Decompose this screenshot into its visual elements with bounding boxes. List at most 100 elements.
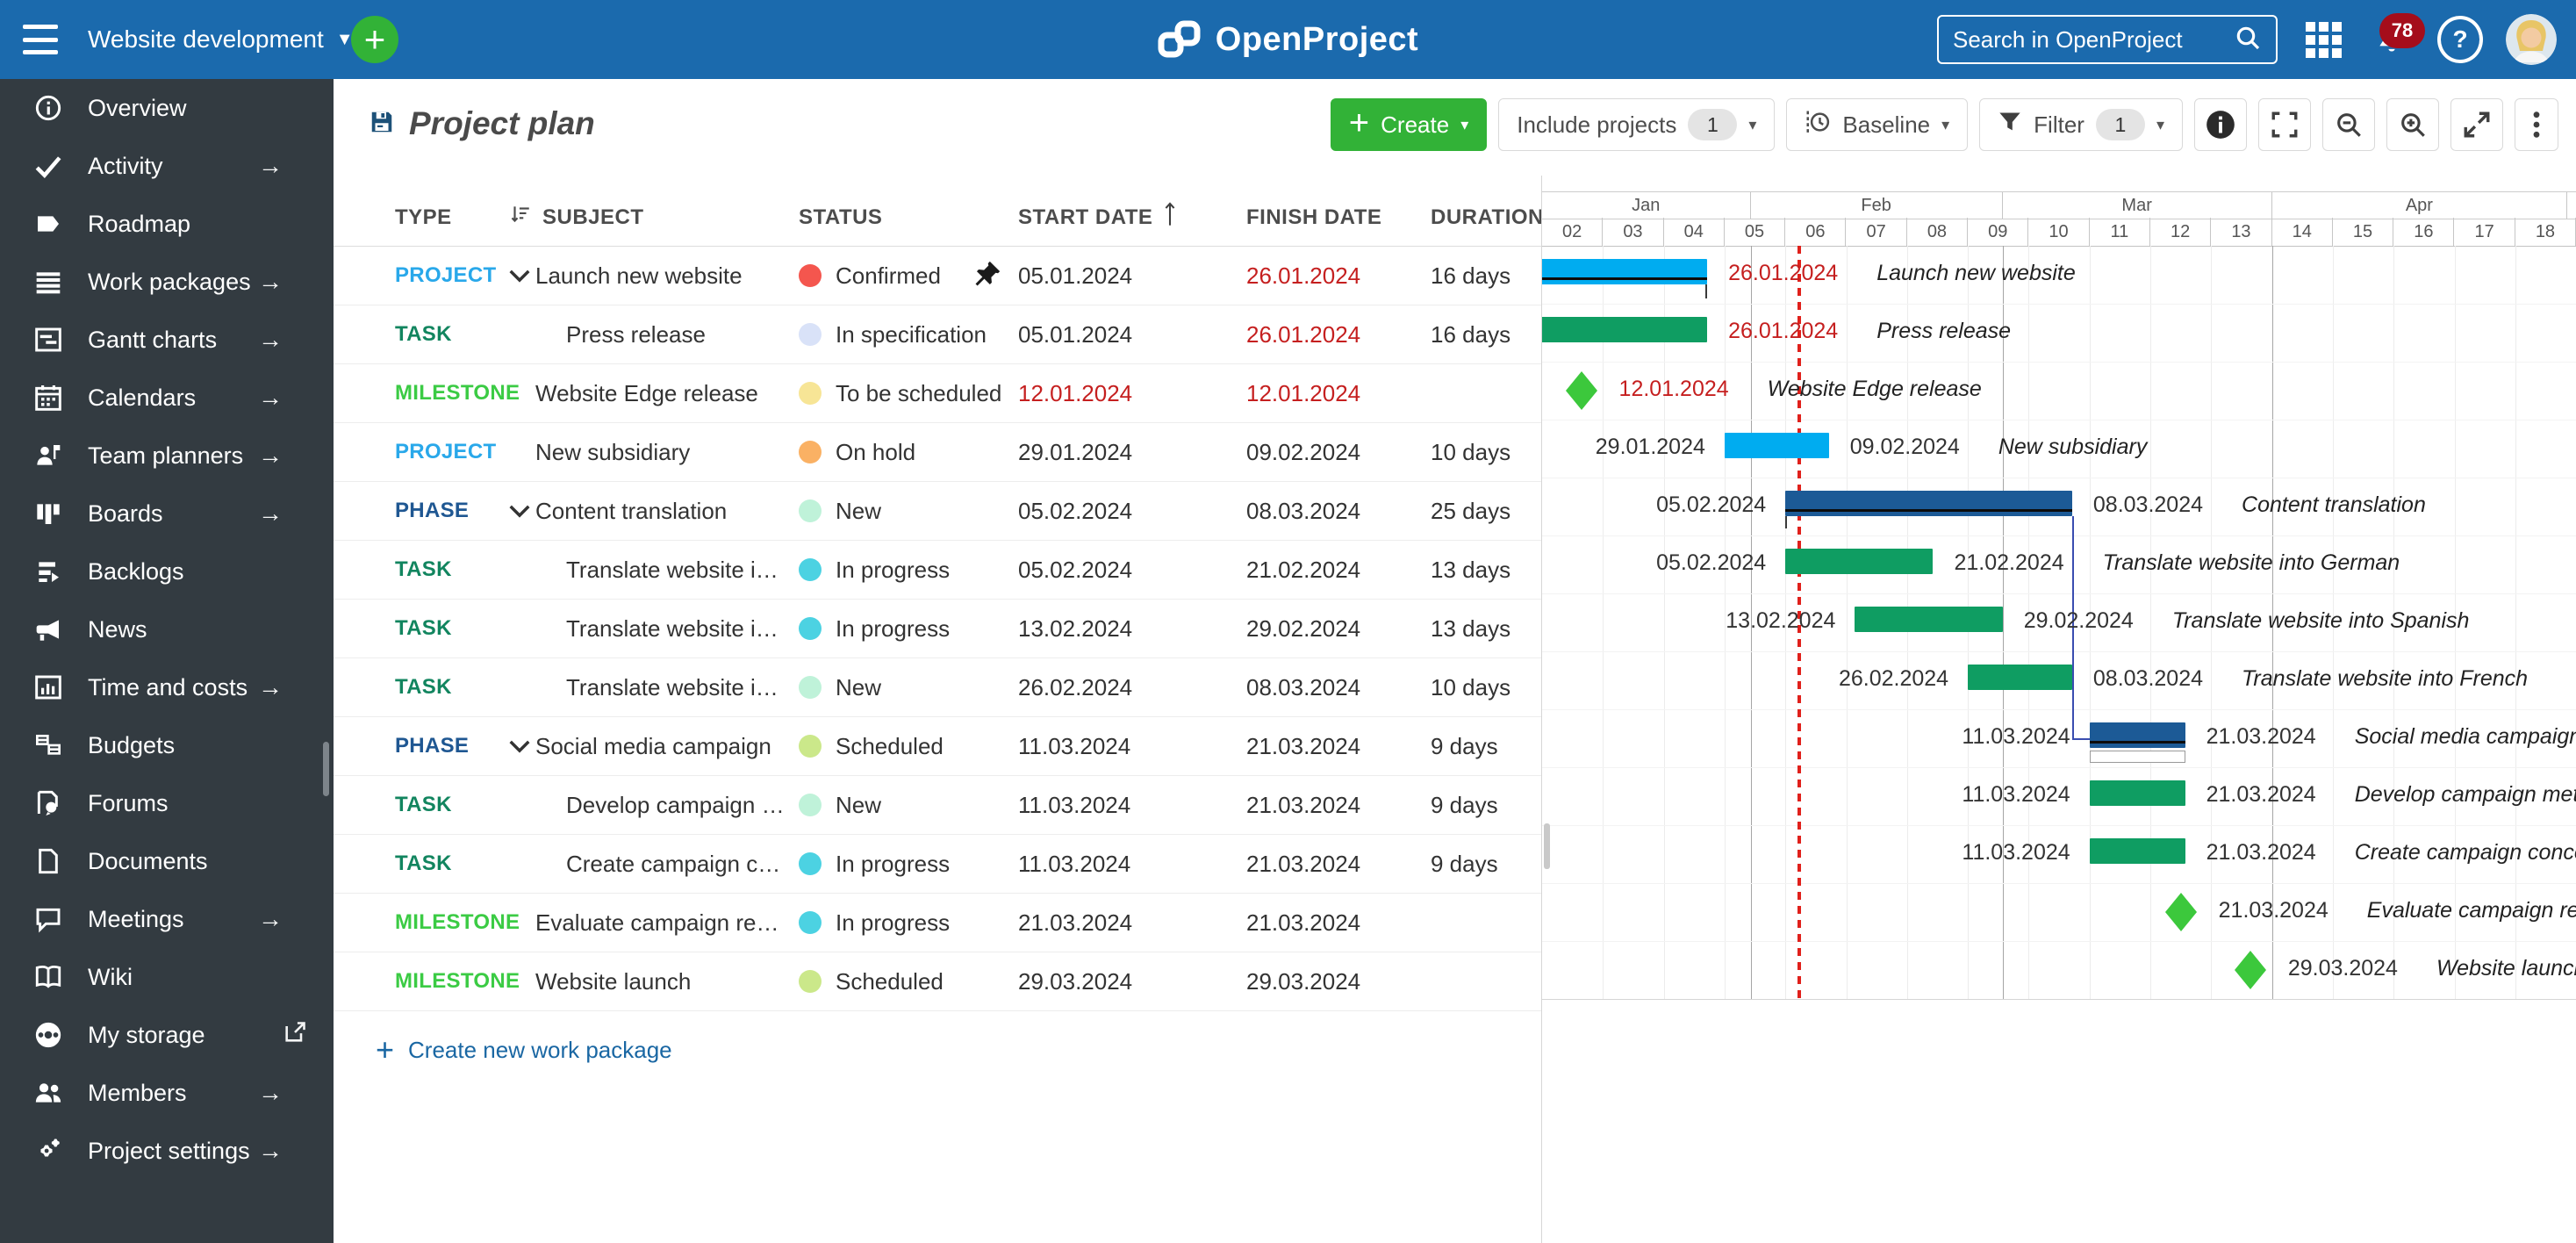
table-row[interactable]: PHASE Social media campaign Scheduled 11… [334,717,1542,776]
subject-cell[interactable]: Create campaign con... [566,850,799,877]
start-date-cell[interactable]: 11.03.2024 [1018,733,1246,760]
table-row[interactable]: MILESTONE Website launch Scheduled 29.03… [334,952,1542,1011]
start-date-cell[interactable]: 05.02.2024 [1018,557,1246,584]
subject-cell[interactable]: Develop campaign m... [566,791,799,818]
sidebar-scrollbar[interactable] [323,742,329,796]
baseline-button[interactable]: Baseline ▾ [1786,98,1969,151]
status-cell[interactable]: In progress [799,851,1018,878]
arrow-right-icon[interactable]: → [258,905,283,932]
arrow-right-icon[interactable]: → [258,442,283,469]
status-cell[interactable]: In progress [799,615,1018,643]
sidebar-item[interactable]: Documents → [0,832,334,890]
finish-date-cell[interactable]: 29.02.2024 [1246,614,1361,642]
finish-date-cell[interactable]: 21.03.2024 [1246,732,1361,759]
status-cell[interactable]: In progress [799,557,1018,584]
table-row[interactable]: PROJECT Launch new website Confirmed 05.… [334,247,1542,305]
subject-cell[interactable]: Translate website into... [566,673,799,701]
finish-date-cell[interactable]: 09.02.2024 [1246,438,1361,465]
filter-button[interactable]: Filter 1 ▾ [1979,98,2183,151]
sidebar-item[interactable]: Wiki → [0,948,334,1006]
include-projects-button[interactable]: Include projects 1 ▾ [1498,98,1776,151]
subject-cell[interactable]: Content translation [535,497,728,524]
column-header-duration[interactable]: DURATION [1431,205,1544,229]
gantt-bar[interactable] [1542,317,1708,342]
arrow-right-icon[interactable]: → [258,1079,283,1106]
help-icon[interactable]: ? [2437,16,2483,63]
arrow-right-icon[interactable]: → [258,268,283,295]
table-row[interactable]: TASK Translate website into... New 26.02… [334,658,1542,717]
arrow-right-icon[interactable]: → [258,326,283,353]
table-row[interactable]: PHASE Content translation New 05.02.2024… [334,482,1542,541]
subject-cell[interactable]: Translate website into... [566,614,799,642]
sidebar-item[interactable]: Roadmap → [0,195,334,253]
arrow-right-icon[interactable]: → [258,499,283,527]
gantt-bar[interactable] [1785,491,2072,516]
table-row[interactable]: TASK Develop campaign m... New 11.03.202… [334,776,1542,835]
finish-date-cell[interactable]: 12.01.2024 [1246,379,1361,406]
status-cell[interactable]: In specification [799,321,1018,348]
table-row[interactable]: TASK Translate website into... In progre… [334,600,1542,658]
column-header-start-date[interactable]: START DATE [1018,201,1246,234]
gantt-bar[interactable] [2089,838,2185,864]
sidebar-item[interactable]: Overview → [0,79,334,137]
finish-date-cell[interactable]: 26.01.2024 [1246,262,1361,289]
table-row[interactable]: TASK Create campaign con... In progress … [334,835,1542,894]
arrow-right-icon[interactable]: → [258,1137,283,1164]
finish-date-cell[interactable]: 21.03.2024 [1246,791,1361,818]
table-row[interactable]: TASK Translate website into... In progre… [334,541,1542,600]
table-row[interactable]: MILESTONE Website Edge release To be sch… [334,364,1542,423]
finish-date-cell[interactable]: 29.03.2024 [1246,967,1361,995]
start-date-cell[interactable]: 26.02.2024 [1018,674,1246,701]
pane-divider[interactable] [1541,176,1542,1243]
status-cell[interactable]: New [799,674,1018,701]
status-cell[interactable]: Scheduled [799,733,1018,760]
gantt-bar[interactable] [1724,433,1829,458]
sidebar-item[interactable]: My storage → [0,1006,334,1064]
sidebar-item[interactable]: Budgets → [0,716,334,774]
sidebar-item[interactable]: Calendars → [0,369,334,427]
finish-date-cell[interactable]: 26.01.2024 [1246,320,1361,348]
status-cell[interactable]: Confirmed [799,262,1018,290]
fullscreen-button[interactable] [2258,98,2311,151]
sidebar-item[interactable]: Backlogs → [0,542,334,600]
column-header-status[interactable]: STATUS [799,205,883,229]
gantt-bar[interactable] [2089,722,2185,748]
sidebar-item[interactable]: Time and costs → [0,658,334,716]
sidebar-item[interactable]: Meetings → [0,890,334,948]
sidebar-item[interactable]: Boards → [0,485,334,542]
gantt-bar[interactable] [1968,665,2072,690]
gantt-bar[interactable] [1855,607,2003,632]
start-date-cell[interactable]: 05.02.2024 [1018,498,1246,525]
hamburger-menu-icon[interactable] [23,25,58,54]
subject-cell[interactable]: Website Edge release [535,379,758,406]
arrow-right-icon[interactable]: → [258,673,283,701]
gantt-bar[interactable] [2089,780,2185,806]
create-button[interactable]: + Create ▾ [1330,98,1488,151]
subject-cell[interactable]: Website launch [535,967,692,995]
status-cell[interactable]: On hold [799,439,1018,466]
start-date-cell[interactable]: 13.02.2024 [1018,615,1246,643]
search-input[interactable]: Search in OpenProject [1937,15,2278,64]
start-date-cell[interactable]: 21.03.2024 [1018,909,1246,937]
column-header-type[interactable]: TYPE [395,205,452,229]
collapse-chevron-icon[interactable] [509,739,535,753]
gantt-bar[interactable] [1542,259,1708,284]
start-date-cell[interactable]: 11.03.2024 [1018,851,1246,878]
column-header-finish-date[interactable]: FINISH DATE [1246,205,1382,229]
start-date-cell[interactable]: 05.01.2024 [975,261,1246,290]
status-cell[interactable]: New [799,498,1018,525]
subject-cell[interactable]: Launch new website [535,262,743,289]
notifications-bell-icon[interactable]: 78 [2369,13,2425,62]
start-date-cell[interactable]: 29.03.2024 [1018,968,1246,995]
milestone-diamond-icon[interactable] [2234,950,2267,995]
start-date-cell[interactable]: 11.03.2024 [1018,792,1246,819]
subject-cell[interactable]: Translate website into... [566,556,799,583]
zoom-out-button[interactable] [2322,98,2375,151]
start-date-cell[interactable]: 12.01.2024 [1018,380,1246,407]
status-cell[interactable]: Scheduled [799,968,1018,995]
expand-button[interactable] [2450,98,2503,151]
more-button[interactable] [2515,98,2558,151]
user-avatar[interactable] [2506,14,2557,65]
status-cell[interactable]: In progress [799,909,1018,937]
sidebar-item[interactable]: Activity → [0,137,334,195]
